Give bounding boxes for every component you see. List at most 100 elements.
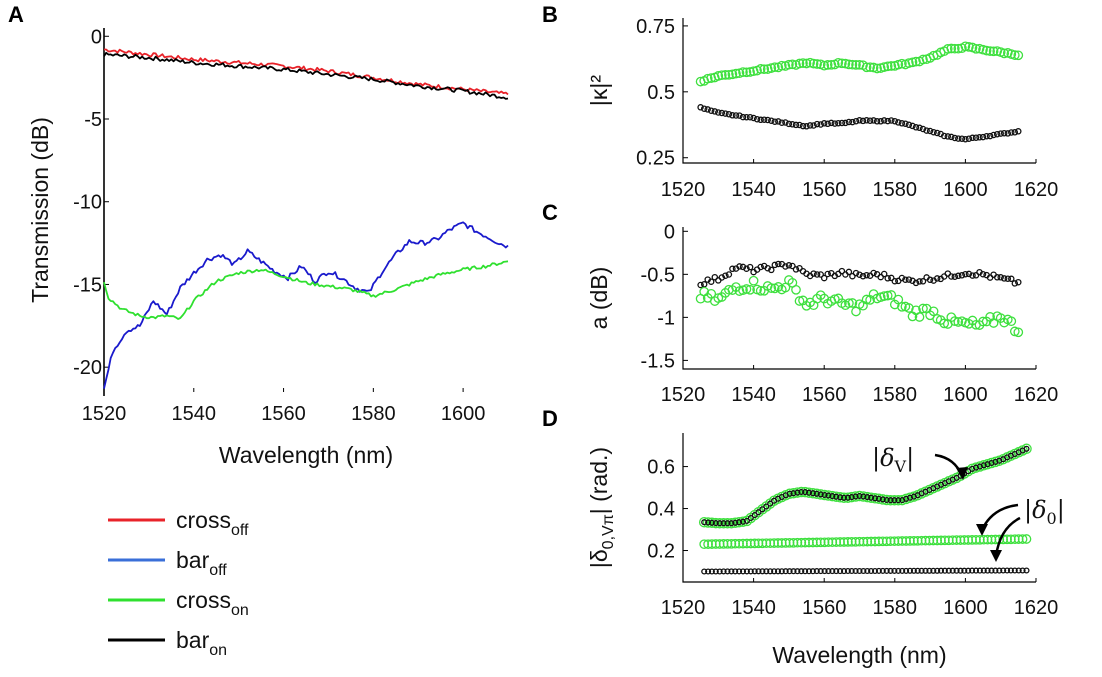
chart-d-point-delta_0_black bbox=[934, 567, 941, 574]
chart-c-ytick-label: 0 bbox=[664, 221, 675, 243]
arrowhead-delta-0-b bbox=[990, 550, 1002, 562]
chart-b-point-black bbox=[760, 116, 768, 123]
chart-c-point-black bbox=[1004, 275, 1012, 282]
chart-b-point-green bbox=[724, 69, 734, 80]
chart-d-point-delta_V_black bbox=[852, 493, 859, 500]
chart-b-point-black bbox=[768, 117, 775, 124]
chart-b-point-green bbox=[798, 58, 808, 68]
chart-c-point-green bbox=[904, 303, 914, 313]
chart-d-point-delta_V_green bbox=[846, 491, 857, 503]
chart-d-point-delta_V_black bbox=[701, 519, 708, 526]
chart-d-point-delta_0_black bbox=[965, 567, 972, 574]
chart-b-point-black bbox=[898, 120, 906, 127]
chart-b-point-black bbox=[909, 122, 916, 130]
chart-d-point-delta_0_green bbox=[703, 539, 713, 550]
chart-d-point-delta_0_black bbox=[736, 568, 743, 575]
legend-label-cross-on: crosson bbox=[176, 587, 249, 619]
chart-d-point-delta_0_black bbox=[922, 567, 929, 574]
chart-c-point-black bbox=[916, 278, 923, 285]
chart-b-point-black bbox=[820, 120, 828, 127]
chart-c-point-black bbox=[711, 273, 719, 281]
chart-d-point-delta_V_green bbox=[881, 494, 892, 506]
chart-b-point-green bbox=[886, 61, 897, 71]
chart-b-point-green bbox=[999, 48, 1010, 59]
chart-d-point-delta_V_green bbox=[702, 517, 714, 528]
chart-d-point-delta_0_black bbox=[992, 567, 999, 574]
chart-c-xtick-label: 1540 bbox=[731, 384, 776, 406]
chart-b-ytick-label: 0.5 bbox=[647, 82, 675, 104]
chart-a-xtick-label: 1560 bbox=[261, 403, 306, 425]
chart-c-ytick-label: -1.5 bbox=[641, 350, 675, 372]
chart-d-point-delta_0_green bbox=[796, 537, 807, 548]
chart-d-xtick-label: 1580 bbox=[873, 597, 918, 619]
chart-d-point-delta_V_green bbox=[784, 488, 795, 500]
chart-b-point-black bbox=[792, 121, 800, 129]
chart-d-point-delta_V_black bbox=[790, 490, 797, 497]
chart-d-point-delta_V_black bbox=[736, 519, 743, 526]
chart-c-point-black bbox=[775, 260, 782, 268]
chart-b-point-black bbox=[856, 117, 863, 124]
chart-a-ytick-label: 0 bbox=[91, 26, 102, 48]
chart-b-point-black bbox=[859, 117, 867, 125]
chart-b-point-black bbox=[718, 109, 726, 117]
chart-d-point-delta_0_green bbox=[745, 538, 756, 549]
chart-d-point-delta_V_black bbox=[879, 496, 886, 503]
chart-b-point-black bbox=[806, 122, 814, 129]
chart-d-point-delta_V_black bbox=[840, 494, 848, 501]
chart-b-point-green bbox=[981, 45, 992, 56]
chart-d-point-delta_0_green bbox=[815, 537, 826, 548]
chart-b-point-black bbox=[700, 105, 708, 112]
chart-b-point-black bbox=[923, 127, 930, 134]
chart-b-point-black bbox=[715, 109, 722, 116]
arrowhead-delta-0-a bbox=[976, 524, 988, 536]
chart-b-point-black bbox=[838, 119, 846, 127]
chart-c-point-black bbox=[739, 263, 747, 271]
chart-d-point-delta_0_black bbox=[868, 567, 875, 575]
chart-d-point-delta_0_black bbox=[953, 567, 960, 574]
chart-d-point-delta_0_black bbox=[728, 568, 735, 575]
chart-d-point-delta_V_black bbox=[980, 462, 987, 469]
chart-b-point-black bbox=[711, 108, 719, 115]
chart-d-point-delta_V_black bbox=[833, 493, 840, 500]
chart-b-point-green bbox=[731, 68, 741, 79]
chart-d-point-delta_V_black bbox=[767, 500, 774, 507]
chart-c: 0 -0.5 -1 -1.5 1520 1540 1560 1580 1600 1620 a (dB… bbox=[586, 221, 1058, 406]
chart-d-point-delta_V_green bbox=[865, 492, 877, 503]
chart-d-point-delta_0_black bbox=[848, 567, 855, 575]
chart-b-point-green bbox=[769, 62, 780, 73]
chart-d-point-delta_0_black bbox=[813, 568, 820, 575]
chart-c-point-black bbox=[746, 263, 754, 271]
chart-b-point-black bbox=[895, 119, 902, 126]
chart-c-point-black bbox=[863, 271, 870, 279]
chart-d-point-delta_0_black bbox=[941, 567, 948, 574]
chart-b-point-green bbox=[801, 58, 812, 69]
chart-d-point-delta_0_black bbox=[817, 568, 824, 575]
chart-d-point-delta_0_black bbox=[720, 568, 727, 575]
chart-d-point-delta_V_green bbox=[733, 516, 745, 528]
chart-a-series-cross_on bbox=[103, 260, 509, 320]
chart-d-point-delta_0_black bbox=[708, 568, 715, 575]
chart-d-point-delta_V_black bbox=[743, 517, 750, 524]
chart-d-point-delta_V_green bbox=[842, 492, 854, 503]
chart-c-point-black bbox=[880, 270, 888, 278]
chart-d-point-delta_0_green bbox=[792, 537, 803, 548]
chart-d-point-delta_V_green bbox=[858, 491, 869, 502]
chart-d-point-delta_0_black bbox=[980, 567, 987, 574]
chart-c-point-black bbox=[757, 263, 764, 271]
chart-b-point-black bbox=[845, 118, 853, 126]
chart-d-point-delta_0_black bbox=[875, 567, 882, 574]
chart-d-point-delta_V_black bbox=[759, 506, 766, 513]
chart-c-point-black bbox=[891, 277, 899, 285]
chart-b-point-green bbox=[978, 44, 988, 55]
chart-c-point-green bbox=[745, 284, 755, 295]
chart-d-point-delta_V_green bbox=[830, 491, 842, 502]
chart-b-point-green bbox=[985, 46, 995, 56]
chart-d-point-delta_V_black bbox=[739, 518, 747, 525]
chart-d-point-delta_0_black bbox=[976, 567, 983, 574]
chart-b-point-black bbox=[813, 120, 821, 128]
chart-b-point-green bbox=[949, 43, 960, 54]
chart-d-point-delta_0_black bbox=[1000, 567, 1007, 574]
chart-b-point-black bbox=[880, 117, 888, 124]
chart-d-point-delta_V_green bbox=[729, 517, 741, 529]
